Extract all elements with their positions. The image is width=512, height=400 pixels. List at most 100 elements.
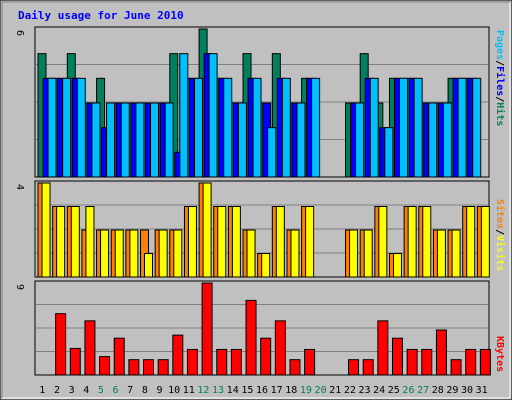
bar-pages-day-16 xyxy=(267,127,277,178)
x-label-day-3: 3 xyxy=(69,385,75,396)
sites-panel: 4 xyxy=(14,180,490,278)
x-label-day-22: 22 xyxy=(344,385,356,396)
x-label-day-23: 23 xyxy=(358,385,370,396)
bar-visits-day-8 xyxy=(144,253,154,278)
bar-pages-day-3 xyxy=(76,77,86,178)
bar-visits-day-17 xyxy=(275,206,285,278)
y-max-label: 4 xyxy=(14,184,25,190)
legend-part-top-1: / xyxy=(494,60,505,66)
legend-part-middle-0: Sites xyxy=(494,199,506,229)
x-label-day-8: 8 xyxy=(142,385,148,396)
x-label-day-12: 12 xyxy=(197,385,209,396)
x-label-day-11: 11 xyxy=(183,385,195,396)
bar-kbytes-day-11 xyxy=(186,348,198,376)
x-label-day-10: 10 xyxy=(168,385,180,396)
bar-pages-day-4 xyxy=(91,102,101,178)
bar-pages-day-5 xyxy=(106,102,116,178)
bar-pages-day-30 xyxy=(472,77,482,178)
bar-kbytes-day-15 xyxy=(245,299,257,376)
bar-kbytes-day-4 xyxy=(84,320,96,376)
bar-pages-day-8 xyxy=(150,102,160,178)
bar-pages-day-6 xyxy=(120,102,130,178)
bar-pages-day-11 xyxy=(193,77,203,178)
bar-kbytes-day-7 xyxy=(128,359,140,376)
bar-kbytes-day-29 xyxy=(450,359,462,376)
bar-kbytes-day-2 xyxy=(55,313,67,376)
bar-pages-day-12 xyxy=(208,53,218,178)
bar-kbytes-day-30 xyxy=(465,348,477,376)
x-label-day-15: 15 xyxy=(241,385,253,396)
bar-visits-day-19 xyxy=(305,206,315,278)
x-label-day-26: 26 xyxy=(402,385,414,396)
x-label-day-31: 31 xyxy=(476,385,488,396)
bar-visits-day-29 xyxy=(451,229,461,278)
bar-pages-day-9 xyxy=(164,102,174,178)
bar-kbytes-day-8 xyxy=(143,359,155,376)
bar-visits-day-6 xyxy=(114,229,124,278)
x-label-day-5: 5 xyxy=(98,385,104,396)
bar-kbytes-day-26 xyxy=(406,348,418,376)
x-axis-day-labels: 1 2 3 4 5 6 7 8 9 10 11 12 13 14 15 16 17 18 19 20 21 22 23 24 2… xyxy=(39,385,487,396)
bar-pages-day-13 xyxy=(223,77,233,178)
bar-visits-day-9 xyxy=(158,229,168,278)
legend-part-top-3: / xyxy=(494,96,505,102)
bar-kbytes-day-16 xyxy=(260,337,272,376)
bar-visits-day-31 xyxy=(480,206,490,278)
bar-kbytes-day-25 xyxy=(391,337,403,376)
bar-visits-day-16 xyxy=(261,253,271,278)
bar-pages-day-24 xyxy=(384,127,394,178)
bar-visits-day-11 xyxy=(187,206,197,278)
x-label-day-16: 16 xyxy=(256,385,268,396)
x-label-day-2: 2 xyxy=(54,385,60,396)
x-label-day-24: 24 xyxy=(373,385,385,396)
bar-pages-day-7 xyxy=(135,102,145,178)
bar-pages-day-27 xyxy=(428,102,438,178)
legend-sites-visits: Sites/Visits xyxy=(494,199,506,271)
bar-pages-day-15 xyxy=(252,77,262,178)
x-label-day-29: 29 xyxy=(446,385,458,396)
legend-part-top-4: Hits xyxy=(494,102,506,126)
bar-visits-day-30 xyxy=(466,206,476,278)
legend-part-middle-2: Visits xyxy=(494,235,506,271)
bar-kbytes-day-19 xyxy=(304,348,316,376)
x-label-day-14: 14 xyxy=(227,385,239,396)
bar-kbytes-day-24 xyxy=(377,320,389,376)
bar-visits-day-1 xyxy=(41,182,51,278)
bar-visits-day-12 xyxy=(202,182,212,278)
bar-kbytes-day-12 xyxy=(201,282,213,376)
bar-visits-day-7 xyxy=(129,229,139,278)
bar-pages-day-2 xyxy=(62,77,72,178)
legend-part-middle-1: / xyxy=(494,229,505,235)
bar-visits-day-27 xyxy=(422,206,432,278)
chart-title: Daily usage for June 2010 xyxy=(18,9,184,22)
bar-pages-day-17 xyxy=(281,77,291,178)
bar-kbytes-day-5 xyxy=(99,356,111,376)
bar-pages-day-22 xyxy=(355,102,365,178)
x-label-day-20: 20 xyxy=(315,385,327,396)
bar-kbytes-day-27 xyxy=(421,348,433,376)
hits-panel: 6 xyxy=(14,26,490,178)
x-label-day-28: 28 xyxy=(432,385,444,396)
bar-pages-day-1 xyxy=(47,77,57,178)
x-label-day-25: 25 xyxy=(388,385,400,396)
y-max-label: 9 xyxy=(14,284,25,290)
bar-kbytes-day-22 xyxy=(348,359,360,376)
x-label-day-4: 4 xyxy=(83,385,89,396)
x-label-day-13: 13 xyxy=(212,385,224,396)
legend-kbytes: KBytes xyxy=(494,336,505,372)
bar-visits-day-14 xyxy=(231,206,241,278)
bar-visits-day-15 xyxy=(246,229,256,278)
bar-pages-day-26 xyxy=(413,77,423,178)
x-label-day-7: 7 xyxy=(127,385,133,396)
x-label-day-30: 30 xyxy=(461,385,473,396)
x-label-day-19: 19 xyxy=(300,385,312,396)
bar-visits-day-13 xyxy=(217,206,227,278)
bar-visits-day-4 xyxy=(85,206,95,278)
bar-visits-day-28 xyxy=(436,229,446,278)
legend-pages-files-hits: Pages/Files/Hits xyxy=(494,30,506,126)
bar-kbytes-day-14 xyxy=(230,348,242,376)
x-label-day-17: 17 xyxy=(271,385,283,396)
